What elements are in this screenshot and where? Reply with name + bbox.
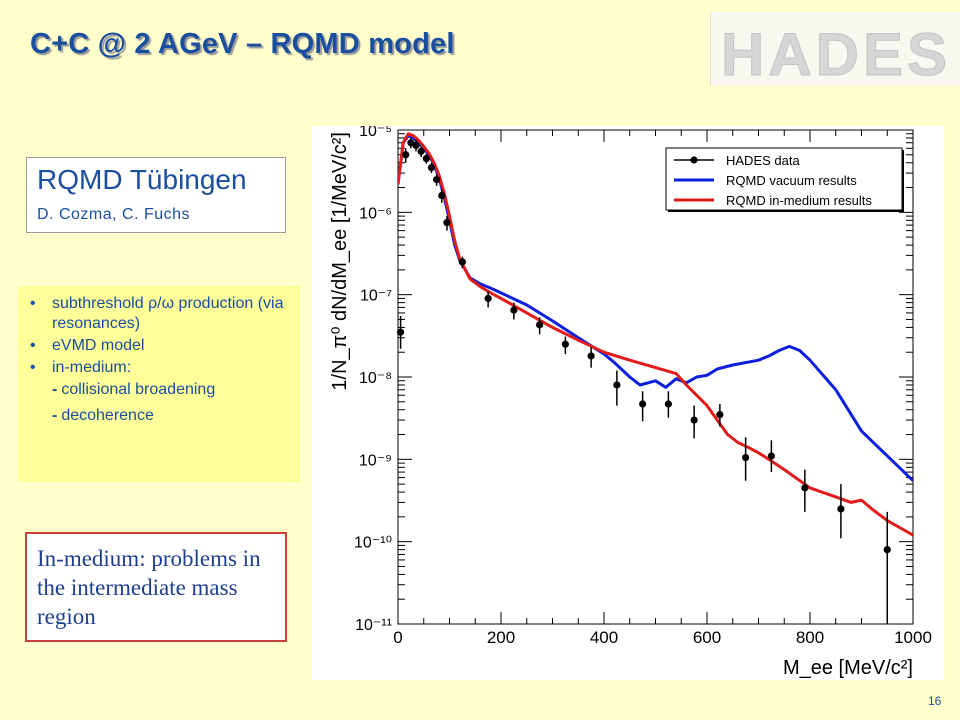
data-point (412, 141, 420, 150)
bullet-item-subthreshold: subthreshold ρ/ω production (via resonan… (30, 294, 292, 334)
x-tick-label: 1000 (894, 628, 932, 647)
data-point (417, 147, 425, 155)
data-point (837, 505, 845, 513)
sub-bullet-decoherence-label: decoherence (61, 407, 154, 424)
page-number: 16 (928, 694, 942, 708)
y-axis-label: 1/N_π⁰ dN/dM_ee [1/MeV/c²] (329, 132, 351, 391)
x-tick-label: 0 (393, 628, 402, 647)
data-point (536, 321, 544, 329)
data-point (664, 400, 672, 408)
x-tick-label: 600 (693, 628, 721, 647)
y-tick-label: 10⁻⁶ (359, 205, 392, 222)
data-point (801, 484, 809, 492)
y-tick-label: 10⁻⁷ (360, 288, 392, 305)
data-point (402, 151, 410, 159)
chart-panel: 0 200 400 600 800 1000 10⁻¹¹ 10⁻¹⁰ 10⁻⁹ 10⁻⁸ 10⁻⁷ 1… (312, 126, 944, 680)
data-point (883, 546, 891, 554)
data-point (443, 219, 451, 227)
data-point (639, 400, 647, 408)
dilepton-spectrum-chart: 0 200 400 600 800 1000 10⁻¹¹ 10⁻¹⁰ 10⁻⁹ 10⁻⁸ 10⁻⁷ 1… (329, 126, 932, 679)
y-tick-label: 10⁻⁹ (359, 452, 392, 469)
y-tick-label: 10⁻⁸ (359, 370, 392, 387)
data-point (484, 294, 492, 303)
data-point (742, 453, 750, 462)
bullet-box: subthreshold ρ/ω production (via resonan… (18, 286, 300, 482)
data-point (396, 328, 405, 336)
data-point (690, 416, 698, 424)
problem-note: In-medium: problems in the intermediate … (37, 546, 261, 629)
data-point (587, 352, 595, 360)
sub-bullet-list: - collisional broadening - decoherence (52, 380, 292, 426)
slide-title: C+C @ 2 AGeV – RQMD model (30, 28, 455, 60)
credit-authors: D. Cozma, C. Fuchs (37, 206, 191, 223)
sub-bullet-decoherence: - decoherence (52, 406, 282, 426)
data-point (427, 163, 436, 172)
x-axis-label: M_ee [MeV/c²] (783, 657, 913, 679)
bullet-item-in-medium-label: in-medium: (52, 359, 132, 376)
bullet-item-evmd: eVMD model (30, 336, 292, 356)
legend-label: HADES data (726, 153, 800, 168)
bullet-list: subthreshold ρ/ω production (via resonan… (30, 294, 292, 432)
credit-title: RQMD Tübingen (37, 164, 247, 195)
data-point (422, 154, 430, 163)
y-tick-label: 10⁻⁵ (359, 126, 392, 140)
in-medium-curve (398, 132, 913, 537)
legend-marker-point (690, 156, 698, 164)
data-point (510, 306, 518, 314)
x-tick-label: 800 (796, 628, 824, 647)
data-point (458, 258, 466, 266)
x-tick-label: 200 (487, 628, 515, 647)
x-tick-label: 400 (590, 628, 618, 647)
legend-label: RQMD in-medium results (726, 193, 872, 208)
legend-label: RQMD vacuum results (726, 173, 857, 188)
sub-bullet-collisional-label: collisional broadening (61, 381, 216, 398)
sub-bullet-collisional: - collisional broadening (52, 380, 282, 400)
problem-note-box: In-medium: problems in the intermediate … (25, 532, 287, 642)
y-tick-label: 10⁻¹⁰ (354, 535, 392, 552)
data-point (433, 175, 441, 184)
bullet-item-in-medium: in-medium: -collisional broadening -deco… (30, 358, 292, 426)
data-point (767, 452, 775, 460)
dash-icon: - (52, 407, 58, 424)
data-point (716, 410, 724, 419)
hades-logo: HADES (710, 12, 960, 89)
credit-box: RQMD Tübingen D. Cozma, C. Fuchs (26, 157, 286, 233)
data-point (438, 191, 446, 200)
dash-icon: - (52, 381, 58, 398)
hades-logo-text: HADES (720, 21, 952, 89)
y-tick-label: 10⁻¹¹ (355, 617, 392, 634)
data-point (613, 381, 621, 389)
data-point (561, 340, 569, 348)
